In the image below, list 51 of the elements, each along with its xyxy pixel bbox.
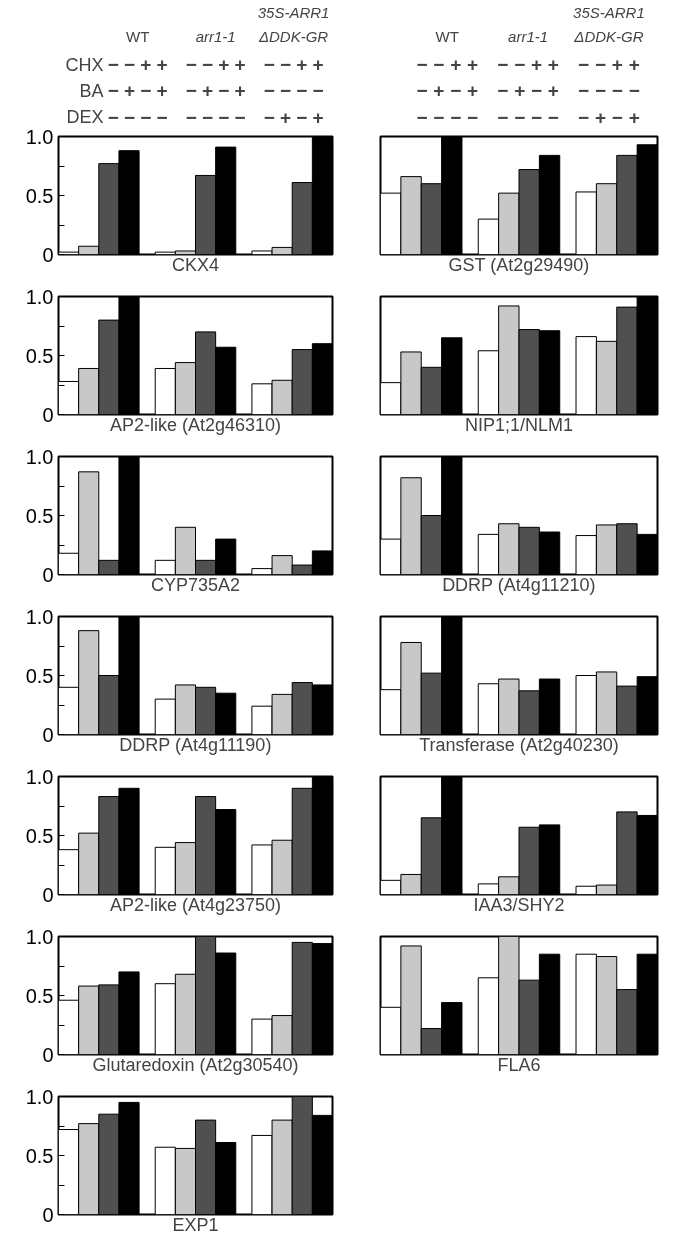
y-tick-label: 0 (42, 723, 54, 746)
text: − + − + − + − + − − − − (416, 80, 640, 102)
y-tick-label: 1.0 (25, 125, 54, 148)
text: − − + + − − + + − − + + (416, 54, 640, 75)
text: BA (79, 80, 104, 101)
x-axis-title: DDRP (At4g11210) (442, 574, 596, 595)
x-axis-title: NIP1;1/NLM1 (464, 414, 574, 435)
text: ΔDDK-GR (573, 28, 644, 46)
text: DEX (66, 107, 104, 128)
text: − − − − − − − − − + − + (107, 106, 324, 128)
text: 35S-ARR1 (573, 4, 645, 22)
y-tick-label: 0.5 (25, 664, 54, 687)
y-tick-label: 0.5 (25, 824, 54, 847)
text: ΔDDK-GR (257, 28, 329, 46)
y-tick-label: 0 (42, 1203, 54, 1226)
y-tick-label: 1.0 (25, 445, 54, 468)
text: − − + + − − + + − − + + (107, 54, 324, 75)
x-axis-title: EXP1 (172, 1214, 219, 1235)
x-axis-title: DDRP (At4g11190) (119, 734, 272, 755)
x-axis-title: FLA6 (497, 1054, 541, 1075)
x-axis-title: AP2-like (At4g23750) (109, 894, 282, 915)
y-tick-label: 0 (42, 1043, 54, 1066)
x-axis-title: Glutaredoxin (At2g30540) (92, 1054, 299, 1075)
y-tick-label: 0 (42, 243, 54, 266)
text: 35S-ARR1 (257, 4, 330, 22)
y-tick-label: 0.5 (25, 1144, 54, 1167)
text: − − − − − − − − − + − + (416, 106, 640, 128)
text: WT (435, 28, 459, 46)
y-tick-label: 0.5 (25, 184, 54, 207)
text: WT (126, 28, 150, 46)
text: CHX (65, 54, 104, 75)
y-tick-label: 1.0 (25, 925, 54, 948)
x-axis-title: GST (At2g29490) (448, 254, 590, 275)
x-axis-title: CKX4 (171, 254, 220, 275)
x-axis-title: CYP735A2 (150, 574, 241, 595)
y-tick-label: 1.0 (25, 285, 54, 308)
y-tick-label: 0 (42, 563, 54, 586)
y-tick-label: 0 (42, 403, 54, 426)
x-axis-title: AP2-like (At2g46310) (109, 414, 282, 435)
x-axis-title: Transferase (At2g40230) (419, 734, 619, 755)
x-axis-title: IAA3/SHY2 (473, 894, 565, 915)
y-tick-label: 1.0 (25, 605, 54, 628)
text: − + − + − + − + − − − − (107, 80, 324, 102)
y-tick-label: 0 (42, 883, 54, 906)
text: arr1-1 (508, 28, 549, 46)
text: arr1-1 (195, 28, 236, 46)
y-tick-label: 0.5 (25, 504, 54, 527)
y-tick-label: 1.0 (25, 1085, 54, 1108)
y-tick-label: 0.5 (25, 344, 54, 367)
y-tick-label: 0.5 (25, 984, 54, 1007)
y-tick-label: 1.0 (25, 765, 54, 788)
